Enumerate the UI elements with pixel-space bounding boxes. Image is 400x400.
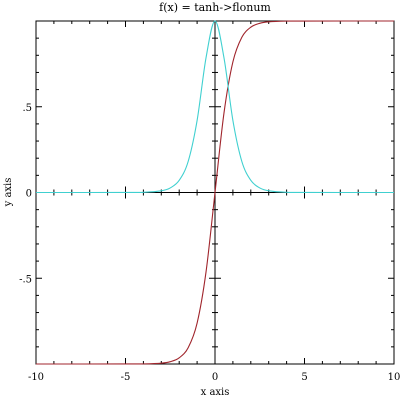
x-tick-label: 5: [301, 372, 307, 383]
x-tick-label: -10: [28, 372, 44, 383]
x-tick-label: 0: [212, 372, 218, 383]
y-tick-label: 0: [26, 189, 32, 200]
chart-title: f(x) = tanh->flonum: [159, 1, 271, 14]
series-line-tanh-derivative: [35, 20, 395, 194]
x-tick-label: -5: [121, 372, 131, 383]
y-tick-label: .5: [22, 103, 32, 114]
series-layer: [35, 20, 395, 365]
series-line-tanh: [35, 20, 395, 365]
y-axis-label: y axis: [3, 178, 14, 208]
tick-labels: -10 -5 0 5 10 -.5 0 .5: [19, 103, 400, 383]
x-axis-label: x axis: [201, 387, 230, 398]
y-tick-label: -.5: [19, 274, 32, 285]
x-tick-label: 10: [388, 372, 400, 383]
